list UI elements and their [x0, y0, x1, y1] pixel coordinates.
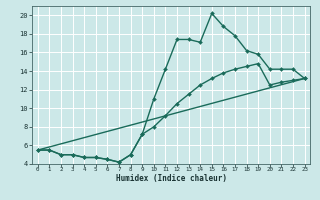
- X-axis label: Humidex (Indice chaleur): Humidex (Indice chaleur): [116, 174, 227, 183]
